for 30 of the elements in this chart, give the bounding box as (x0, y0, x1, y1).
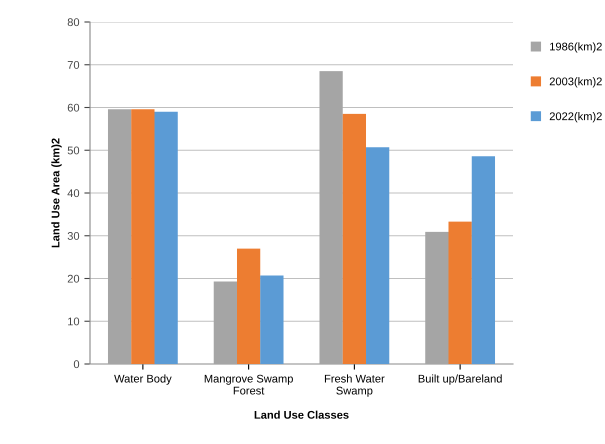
bar (319, 71, 343, 364)
y-tick-label: 60 (68, 104, 80, 112)
x-tick-label: Fresh Water Swamp (324, 374, 385, 397)
y-tick-label: 10 (68, 318, 80, 326)
x-axis-title: Land Use Classes (254, 410, 349, 419)
bar (260, 276, 284, 364)
y-tick-label: 50 (68, 146, 80, 154)
y-tick-label: 70 (68, 61, 80, 69)
x-tick-label: Water Body (114, 374, 172, 385)
bar (236, 248, 260, 364)
bar (448, 222, 472, 364)
legend-label: 2003(km)2 (550, 77, 602, 88)
y-tick-label: 0 (74, 360, 80, 368)
y-tick-label: 80 (68, 18, 80, 26)
y-tick-label: 20 (68, 274, 80, 283)
y-axis-title: Land Use Area (km)2 (51, 138, 62, 248)
bar (342, 114, 366, 364)
y-tick-label: 40 (67, 189, 80, 198)
bar (154, 112, 178, 364)
x-tick-label: Built up/Bareland (418, 374, 502, 385)
bar (472, 156, 496, 364)
bar (425, 232, 448, 364)
legend-label: 2022(km)2 (550, 112, 602, 122)
x-tick-label: Mangrove Swamp Forest (204, 374, 293, 395)
legend-label: 1986(km)2 (550, 42, 602, 53)
bar (366, 147, 390, 364)
bar (131, 109, 155, 364)
bar (108, 109, 132, 364)
bar (214, 281, 237, 364)
y-tick-label: 30 (68, 232, 80, 240)
